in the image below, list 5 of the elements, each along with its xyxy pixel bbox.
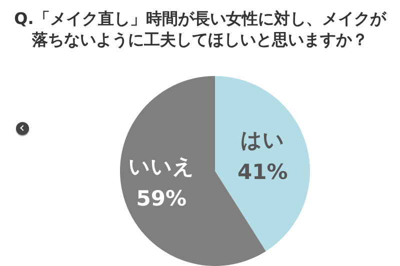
slice-label: はい	[240, 128, 285, 152]
chart-title: Q.「メイク直し」時間が長い女性に対し、メイクが落ちないように工夫してほしいと思いますか？	[13, 8, 388, 50]
slice-label: いいえ	[128, 154, 194, 179]
data-label: 59%	[136, 186, 187, 211]
data-label: 41%	[237, 160, 288, 184]
